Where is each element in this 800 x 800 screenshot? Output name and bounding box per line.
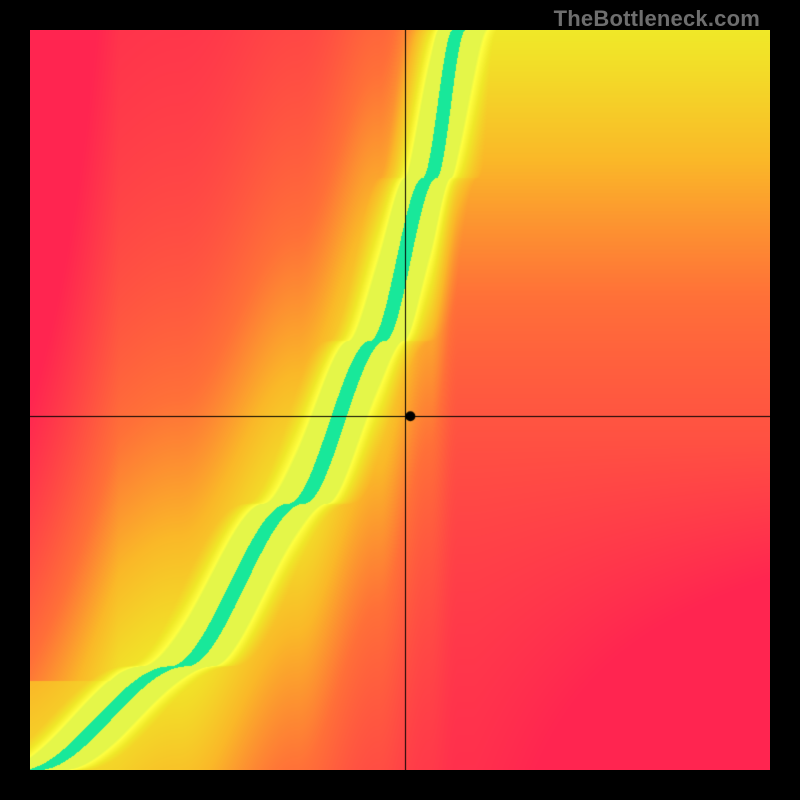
- root: TheBottleneck.com: [0, 0, 800, 800]
- watermark-label: TheBottleneck.com: [554, 6, 760, 32]
- heatmap-canvas: [30, 30, 770, 770]
